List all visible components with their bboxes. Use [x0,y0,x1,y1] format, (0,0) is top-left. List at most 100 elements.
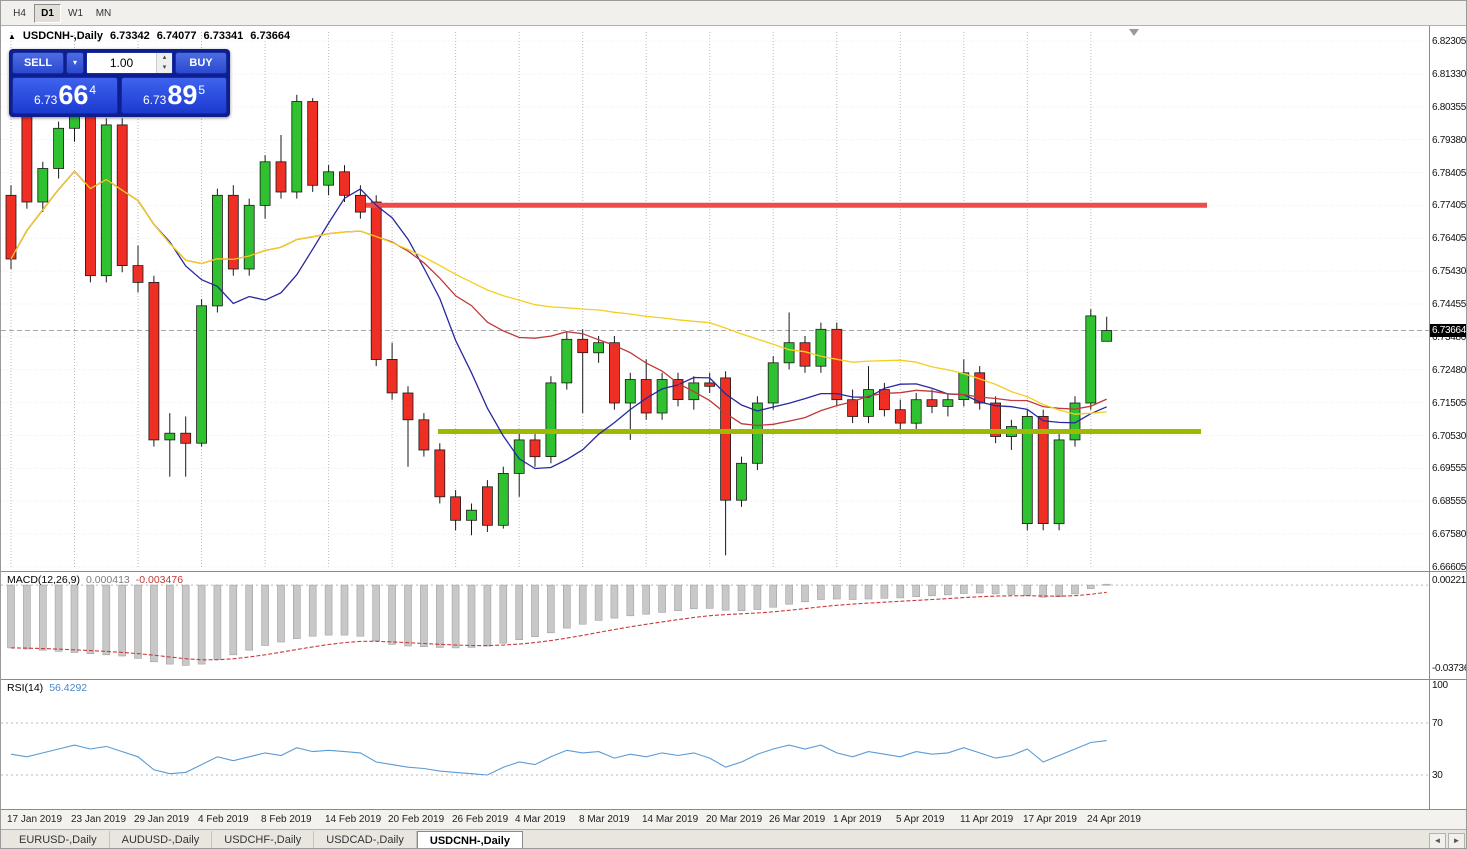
chart-symbol-title: USDCNH-,Daily [22,30,103,42]
ohlc-high: 6.74077 [156,30,197,42]
rsi-label: RSI(14) 56.4292 [7,682,87,694]
price-axis-label: 6.77405 [1432,200,1467,211]
price-axis-label: 6.81330 [1432,69,1467,80]
volume-down-icon[interactable]: ▾ [157,63,172,73]
date-label: 17 Jan 2019 [7,814,63,825]
price-axis-label: 6.80355 [1432,102,1467,113]
ohlc-close: 6.73664 [250,30,291,42]
buy-price-big: 89 [167,80,198,110]
macd-axis-max: 0.002212 [1432,575,1467,586]
price-axis-label: 6.68555 [1432,496,1467,507]
price-axis-label: 6.66605 [1432,562,1467,573]
chart-tabs: EURUSD-,Daily AUDUSD-,Daily USDCHF-,Daily U… [7,831,523,848]
date-label: 14 Feb 2019 [325,814,382,825]
macd-name: MACD(12,26,9) [7,574,80,586]
chart-tab-audusd-daily[interactable]: AUDUSD-,Daily [110,831,213,848]
chart-tab-usdcnh-daily[interactable]: USDCNH-,Daily [416,831,523,848]
chart-tab-eurusd-daily[interactable]: EURUSD-,Daily [7,831,110,848]
trade-options-dropdown[interactable]: ▾ [66,52,84,74]
date-label: 1 Apr 2019 [833,814,882,825]
buy-button[interactable]: BUY [175,52,227,74]
rsi-axis-100: 100 [1432,680,1448,691]
tab-scroll-right-icon[interactable]: ► [1448,833,1465,848]
volume-stepper: ▴ ▾ [156,53,172,73]
chart-tabs-bar: EURUSD-,Daily AUDUSD-,Daily USDCHF-,Daily U… [1,829,1466,848]
main-chart-panel: ▲ USDCNH-,Daily 6.73342 6.74077 6.73341 … [1,26,1467,573]
price-axis-label: 6.76405 [1432,233,1467,244]
date-label: 8 Feb 2019 [261,814,312,825]
price-axis-label: 6.69555 [1432,463,1467,474]
date-label: 29 Jan 2019 [134,814,190,825]
rsi-value: 56.4292 [49,682,88,694]
date-label: 17 Apr 2019 [1023,814,1077,825]
macd-main-value: 0.000413 [85,574,130,586]
macd-plot[interactable] [1,572,1429,679]
date-label: 20 Mar 2019 [706,814,763,825]
sell-button[interactable]: SELL [12,52,64,74]
date-label: 4 Mar 2019 [515,814,566,825]
rsi-axis-30: 30 [1432,770,1443,781]
rsi-plot[interactable] [1,680,1429,809]
price-axis-label: 6.74455 [1432,299,1467,310]
tab-nav: ◄ ► [1429,833,1465,848]
price-axis-label: 6.73480 [1432,332,1467,343]
ohlc-open: 6.73342 [110,30,150,42]
price-axis-label: 6.67580 [1432,529,1467,540]
timeframe-d1-button[interactable]: D1 [34,3,61,23]
one-click-trading-panel: SELL ▾ ▴ ▾ BUY 6.73664 6.738 [9,49,230,117]
date-label: 24 Apr 2019 [1087,814,1141,825]
macd-axis-min: -0.037368 [1432,663,1466,674]
current-price-tag: 6.73664 [1430,324,1467,337]
rsi-name: RSI(14) [7,682,44,694]
sell-price-prefix: 6.73 [33,93,58,107]
price-axis-label: 6.71505 [1432,398,1467,409]
date-label: 20 Feb 2019 [388,814,445,825]
buy-price-prefix: 6.73 [142,93,167,107]
sell-price-big: 66 [58,80,89,110]
macd-axis: 0.002212 -0.037368 [1429,572,1467,679]
chart-tab-usdchf-daily[interactable]: USDCHF-,Daily [212,831,315,848]
rsi-axis-70: 70 [1432,718,1443,729]
price-axis-label: 6.72480 [1432,365,1467,376]
price-axis-label: 6.82305 [1432,36,1467,47]
date-label: 14 Mar 2019 [642,814,699,825]
symbol-marker-icon: ▲ [8,31,16,41]
tab-scroll-left-icon[interactable]: ◄ [1429,833,1446,848]
price-axis-label: 6.70530 [1432,431,1467,442]
chart-shift-marker-icon[interactable] [1129,29,1139,36]
macd-label: MACD(12,26,9) 0.000413 -0.003476 [7,574,183,586]
macd-signal-value: -0.003476 [135,574,184,586]
macd-panel: MACD(12,26,9) 0.000413 -0.003476 0.00221… [1,571,1467,679]
sell-price-sup: 4 [89,83,97,97]
timeframe-w1-button[interactable]: W1 [62,3,89,23]
date-label: 26 Mar 2019 [769,814,826,825]
price-axis[interactable]: 6.82305 6.81330 6.80355 6.79380 6.78405 6.774… [1429,26,1467,573]
date-axis[interactable]: 17 Jan 2019 23 Jan 2019 29 Jan 2019 4 Feb 2… [1,809,1466,829]
volume-input-group: ▴ ▾ [86,52,173,74]
chart-tab-usdcad-daily[interactable]: USDCAD-,Daily [314,831,417,848]
date-label: 5 Apr 2019 [896,814,945,825]
ohlc-low: 6.73341 [203,30,244,42]
rsi-panel: RSI(14) 56.4292 100 70 30 [1,679,1466,809]
date-label: 8 Mar 2019 [579,814,630,825]
chart-ohlc-header: ▲ USDCNH-,Daily 6.73342 6.74077 6.73341 … [8,30,290,42]
rsi-axis: 100 70 30 [1429,680,1466,809]
date-label: 11 Apr 2019 [960,814,1014,825]
timeframe-toolbar: H4 D1 W1 MN [1,1,1466,26]
chevron-down-icon: ▾ [72,58,77,67]
candlestick-plot[interactable] [1,26,1429,571]
buy-price-display[interactable]: 6.73 89 5 [121,77,227,114]
date-label: 4 Feb 2019 [198,814,249,825]
price-axis-label: 6.75430 [1432,266,1467,277]
volume-input[interactable] [87,53,156,73]
date-label: 23 Jan 2019 [71,814,127,825]
timeframe-mn-button[interactable]: MN [90,3,117,23]
date-label: 26 Feb 2019 [452,814,509,825]
price-axis-label: 6.79380 [1432,135,1467,146]
buy-price-sup: 5 [198,83,206,97]
volume-up-icon[interactable]: ▴ [157,53,172,63]
price-axis-label: 6.78405 [1432,168,1467,179]
sell-price-display[interactable]: 6.73 66 4 [12,77,118,114]
timeframe-h4-button[interactable]: H4 [6,3,33,23]
